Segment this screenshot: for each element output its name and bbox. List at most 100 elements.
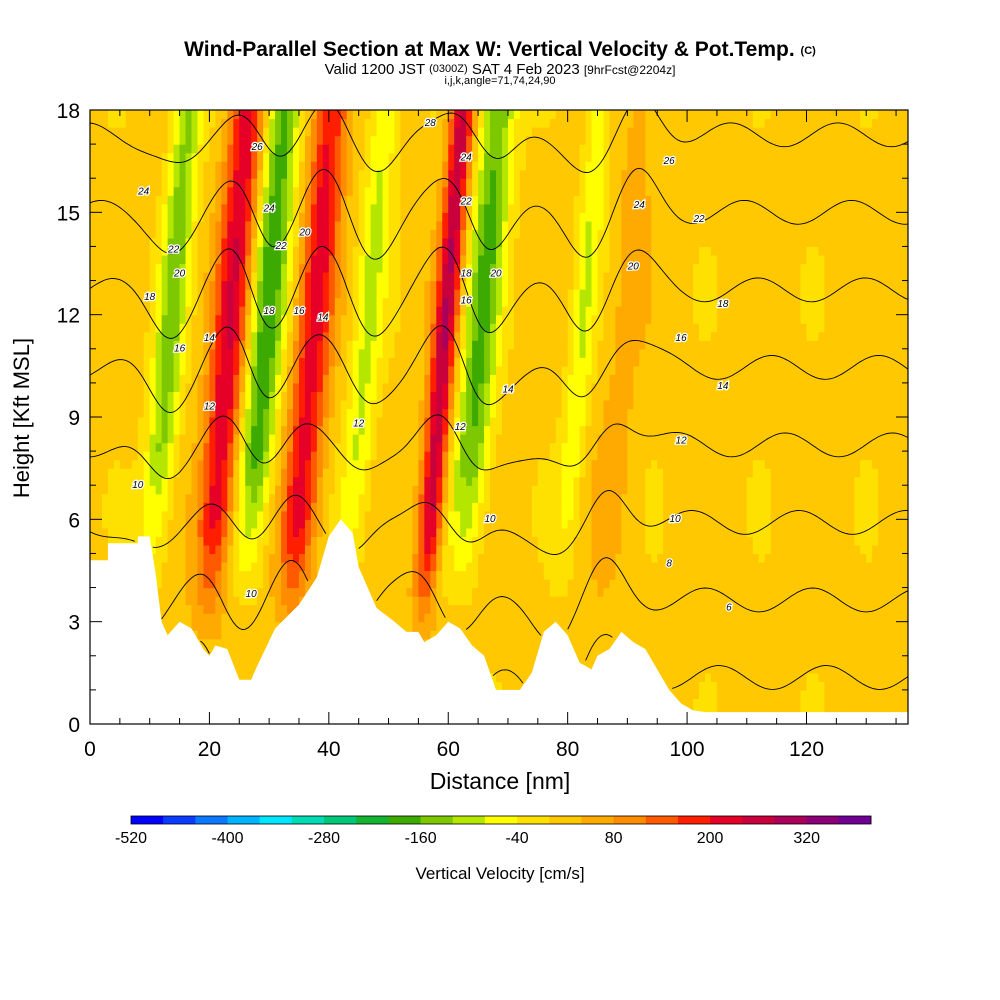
velocity-cell	[191, 365, 199, 375]
velocity-cell	[448, 169, 455, 179]
velocity-cell	[251, 604, 258, 614]
velocity-cell	[406, 237, 414, 248]
velocity-cell	[215, 476, 222, 486]
velocity-cell	[107, 152, 115, 162]
velocity-cell	[304, 314, 312, 324]
velocity-cell	[155, 365, 163, 375]
velocity-cell	[460, 570, 467, 580]
velocity-cell	[137, 272, 145, 282]
velocity-cell	[113, 519, 121, 529]
velocity-cell	[203, 536, 211, 546]
velocity-cell	[436, 246, 443, 256]
velocity-cell	[424, 544, 431, 555]
velocity-cell	[400, 144, 408, 154]
velocity-cell	[322, 127, 330, 137]
velocity-cell	[484, 374, 491, 384]
velocity-cell	[185, 357, 193, 367]
velocity-cell	[197, 135, 205, 145]
velocity-cell	[400, 613, 408, 623]
velocity-cell	[298, 340, 306, 350]
velocity-cell	[400, 476, 408, 486]
velocity-cell	[322, 399, 330, 410]
velocity-cell	[358, 434, 366, 444]
velocity-cell	[239, 280, 246, 290]
velocity-cell	[251, 544, 258, 555]
velocity-cell	[101, 331, 109, 341]
velocity-cell	[281, 169, 288, 179]
velocity-cell	[107, 272, 115, 282]
velocity-cell	[197, 442, 205, 452]
velocity-cell	[478, 306, 485, 316]
velocity-cell	[346, 272, 354, 282]
velocity-cell	[173, 544, 181, 555]
velocity-cell	[406, 408, 414, 418]
velocity-cell	[328, 263, 336, 273]
velocity-cell	[442, 502, 449, 512]
velocity-cell	[245, 391, 252, 401]
velocity-cell	[382, 118, 390, 128]
velocity-cell	[161, 391, 169, 401]
velocity-cell	[466, 195, 473, 205]
velocity-cell	[161, 417, 169, 427]
velocity-cell	[209, 399, 216, 410]
velocity-cell	[484, 382, 491, 393]
velocity-cell	[406, 263, 414, 273]
velocity-cell	[173, 161, 181, 171]
velocity-cell	[161, 110, 169, 120]
velocity-cell	[131, 391, 139, 401]
velocity-cell	[263, 365, 270, 375]
velocity-cell	[233, 408, 240, 418]
velocity-cell	[125, 365, 133, 375]
velocity-cell	[179, 280, 187, 290]
velocity-cell	[388, 169, 396, 179]
velocity-cell	[490, 561, 497, 572]
velocity-cell	[131, 203, 139, 213]
velocity-cell	[334, 203, 342, 213]
velocity-cell	[167, 135, 175, 145]
velocity-cell	[293, 417, 300, 427]
velocity-cell	[239, 229, 246, 239]
velocity-cell	[149, 323, 157, 333]
velocity-cell	[418, 587, 425, 597]
velocity-cell	[269, 374, 276, 384]
velocity-cell	[233, 348, 240, 358]
velocity-cell	[143, 220, 151, 230]
velocity-cell	[143, 340, 151, 350]
velocity-cell	[430, 152, 437, 162]
velocity-cell	[221, 237, 228, 248]
velocity-cell	[221, 613, 228, 623]
velocity-cell	[197, 579, 205, 589]
velocity-cell	[406, 561, 414, 572]
velocity-cell	[119, 135, 127, 145]
velocity-cell	[161, 220, 169, 230]
velocity-cell	[149, 348, 157, 358]
velocity-cell	[478, 152, 485, 162]
velocity-cell	[227, 638, 234, 648]
velocity-cell	[119, 510, 127, 520]
velocity-cell	[227, 144, 234, 154]
velocity-cell	[131, 110, 139, 120]
velocity-cell	[418, 254, 425, 265]
velocity-cell	[310, 289, 318, 299]
velocity-cell	[155, 331, 163, 341]
velocity-cell	[269, 485, 276, 495]
velocity-cell	[179, 220, 187, 230]
velocity-cell	[394, 391, 402, 401]
velocity-cell	[400, 340, 408, 350]
velocity-cell	[496, 544, 503, 555]
velocity-cell	[149, 485, 157, 495]
velocity-cell	[143, 110, 151, 120]
velocity-cell	[161, 561, 169, 572]
velocity-cell	[454, 135, 461, 145]
velocity-cell	[209, 152, 216, 162]
velocity-cell	[245, 382, 252, 393]
velocity-cell	[448, 280, 455, 290]
velocity-cell	[484, 647, 491, 657]
velocity-cell	[376, 220, 384, 230]
velocity-cell	[310, 408, 318, 418]
velocity-cell	[191, 178, 199, 188]
velocity-cell	[334, 451, 342, 461]
velocity-cell	[496, 502, 503, 512]
velocity-cell	[484, 553, 491, 563]
velocity-cell	[316, 536, 324, 546]
